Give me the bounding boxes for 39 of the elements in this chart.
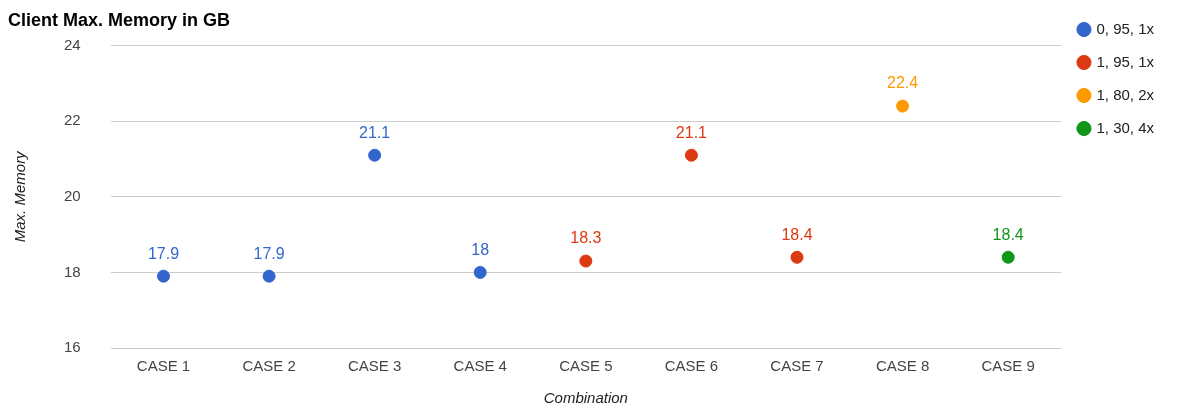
- legend-label: 1, 95, 1x: [1096, 52, 1155, 70]
- y-tick-label: 18: [64, 262, 81, 280]
- legend-label: 1, 30, 4x: [1096, 118, 1155, 136]
- y-tick-label: 22: [64, 111, 81, 129]
- point: [262, 269, 276, 283]
- y-tick-label: 24: [64, 35, 81, 53]
- point: [896, 99, 910, 113]
- data-label: 18: [471, 240, 490, 258]
- x-tick-label: CASE 3: [347, 357, 402, 375]
- x-tick-label: CASE 2: [242, 357, 296, 375]
- y-axis-title: Max. Memory: [11, 149, 29, 243]
- x-tick-label: CASE 8: [875, 357, 930, 375]
- point: [473, 265, 487, 279]
- legend-label: 1, 80, 2x: [1096, 85, 1155, 103]
- x-tick-label: CASE 6: [664, 357, 719, 375]
- x-tick-label: CASE 4: [453, 357, 507, 375]
- data-label: 18.3: [570, 229, 602, 247]
- x-tick-label: CASE 5: [559, 357, 613, 375]
- x-tick-label: CASE 9: [981, 357, 1035, 375]
- data-label: 22.4: [887, 74, 919, 92]
- data-label: 18.4: [992, 225, 1024, 243]
- legend-label: 0, 95, 1x: [1096, 19, 1155, 37]
- point: [684, 148, 698, 162]
- point: [790, 250, 804, 264]
- x-tick-label: CASE 1: [136, 357, 191, 375]
- point: [368, 148, 382, 162]
- x-tick-label: CASE 7: [770, 357, 824, 375]
- point: [579, 254, 593, 268]
- data-label: 17.9: [253, 244, 285, 262]
- y-tick-label: 16: [64, 338, 81, 356]
- y-tick-label: 20: [64, 186, 81, 204]
- chart-title: Client Max. Memory in GB: [8, 9, 231, 30]
- x-axis-title: Combination: [543, 389, 628, 407]
- point: [1001, 250, 1015, 264]
- data-label: 21.1: [359, 123, 391, 141]
- point: [156, 269, 170, 283]
- data-label: 18.4: [781, 225, 813, 243]
- data-label: 17.9: [147, 244, 180, 262]
- data-label: 21.1: [675, 123, 708, 141]
